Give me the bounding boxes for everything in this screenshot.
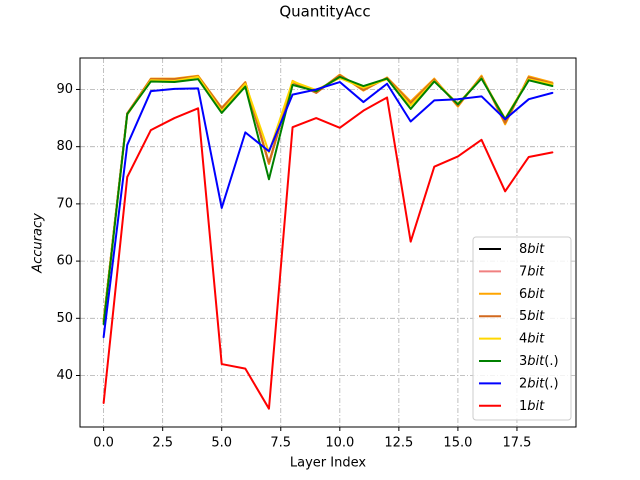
legend-label: 8bit	[519, 242, 545, 257]
y-tick-label: 80	[56, 139, 73, 154]
legend-label: 5bit	[519, 309, 545, 324]
series-lines	[102, 73, 554, 410]
legend-label: 6bit	[519, 286, 545, 301]
plot-frame	[79, 57, 577, 428]
x-tick-label: 5.0	[211, 436, 232, 451]
y-axis-title: Accuracy	[31, 213, 46, 274]
x-tick-label: 0.0	[93, 436, 114, 451]
x-tick-label: 2.5	[152, 436, 173, 451]
y-axis-ticks: 40 50 60 70 80 90	[56, 82, 80, 383]
x-axis-ticks: 0.0 2.5 5.0 7.5 10.0 12.5 15.0 17.5	[93, 427, 531, 451]
x-tick-label: 15.0	[443, 436, 472, 451]
legend-label: 1bit	[519, 398, 545, 413]
chart-title: QuantityAcc	[279, 3, 370, 21]
series-line-1bit	[102, 96, 554, 410]
legend-label: 7bit	[519, 264, 545, 279]
y-tick-label: 90	[56, 82, 73, 97]
legend-label: 3bit(.)	[519, 354, 559, 369]
legend-box	[472, 236, 572, 421]
x-tick-label: 17.5	[502, 436, 531, 451]
series-line-3bit(.)	[102, 75, 554, 326]
y-tick-label: 60	[56, 254, 73, 269]
y-tick-label: 50	[56, 311, 73, 326]
x-tick-label: 10.0	[325, 436, 354, 451]
legend-label: 4bit	[519, 331, 545, 346]
legend: 8bit 7bit 6bit 5bit 4bit 3bit(.) 2bit(.) 1bit	[472, 236, 572, 421]
y-tick-label: 40	[56, 368, 73, 383]
series-line-2bit(.)	[102, 81, 554, 339]
x-tick-label: 7.5	[270, 436, 291, 451]
x-axis-title: Layer Index	[290, 456, 366, 471]
x-tick-label: 12.5	[384, 436, 413, 451]
legend-label: 2bit(.)	[519, 376, 559, 391]
y-tick-label: 70	[56, 196, 73, 211]
